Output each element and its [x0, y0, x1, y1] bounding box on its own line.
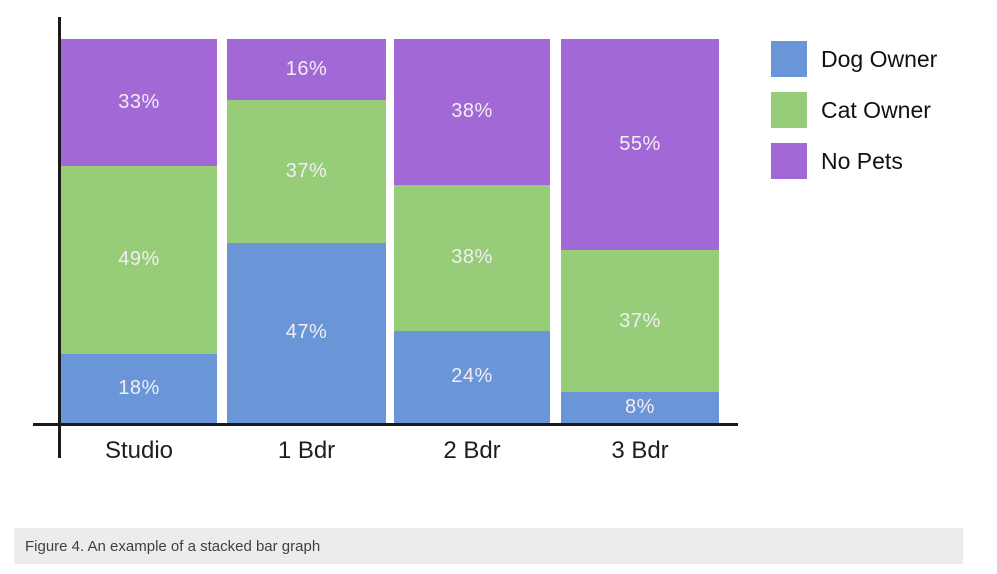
bar-studio: 33% 49% 18% — [61, 39, 217, 423]
x-axis-label-studio: Studio — [104, 437, 174, 464]
bar-segment-no-pets: 55% — [561, 39, 719, 251]
y-axis-line — [58, 17, 61, 458]
segment-value-label: 55% — [619, 133, 661, 156]
bar-segment-dog-owner: 8% — [561, 392, 719, 423]
segment-value-label: 49% — [118, 248, 160, 271]
segment-value-label: 47% — [285, 321, 328, 344]
bar-segment-no-pets: 38% — [394, 39, 550, 185]
segment-value-label: 18% — [118, 376, 160, 399]
bar-segment-no-pets: 16% — [227, 39, 386, 101]
bar-segment-dog-owner: 47% — [227, 242, 386, 423]
legend-label: No Pets — [821, 147, 903, 174]
bar-segment-cat-owner: 49% — [61, 165, 217, 354]
segment-value-label: 8% — [625, 396, 655, 419]
legend-item-cat-owner: Cat Owner — [771, 92, 937, 128]
caption-text: Figure 4. An example of a stacked bar gr… — [25, 537, 321, 555]
x-axis-label-1-bdr: 1 Bdr — [277, 437, 336, 464]
segment-value-label: 16% — [285, 58, 328, 81]
segment-value-label: 37% — [285, 159, 328, 182]
legend-label: Cat Owner — [821, 96, 931, 123]
bar-2-bdr: 38% 38% 24% — [394, 39, 550, 423]
bar-segment-cat-owner: 37% — [227, 100, 386, 243]
x-axis-label-3-bdr: 3 Bdr — [611, 437, 669, 464]
bar-1-bdr: 16% 37% 47% — [227, 39, 386, 423]
bar-segment-no-pets: 33% — [61, 39, 217, 166]
legend-item-dog-owner: Dog Owner — [771, 41, 937, 77]
bar-segment-dog-owner: 24% — [394, 330, 550, 423]
x-axis-line — [33, 423, 738, 426]
segment-value-label: 38% — [451, 246, 493, 269]
bar-3-bdr: 55% 37% 8% — [561, 39, 719, 423]
legend: Dog Owner Cat Owner No Pets — [771, 41, 937, 179]
legend-item-no-pets: No Pets — [771, 143, 937, 179]
bar-segment-dog-owner: 18% — [61, 353, 217, 423]
legend-label: Dog Owner — [821, 45, 938, 72]
segment-value-label: 38% — [451, 100, 493, 123]
legend-swatch — [771, 143, 807, 179]
bar-segment-cat-owner: 38% — [394, 184, 550, 331]
segment-value-label: 33% — [118, 90, 160, 113]
segment-value-label: 37% — [619, 309, 661, 332]
legend-swatch — [771, 92, 807, 128]
segment-value-label: 24% — [451, 365, 493, 388]
bar-segment-cat-owner: 37% — [561, 250, 719, 393]
figure-caption: Figure 4. An example of a stacked bar gr… — [14, 528, 963, 564]
x-axis-label-2-bdr: 2 Bdr — [443, 437, 501, 464]
legend-swatch — [771, 41, 807, 77]
